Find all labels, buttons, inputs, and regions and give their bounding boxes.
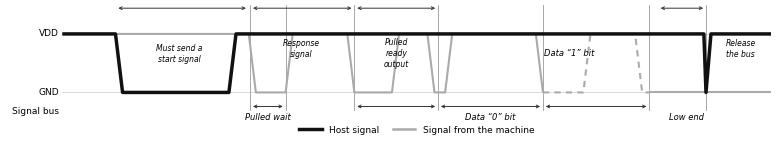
Text: Must send a
start signal: Must send a start signal [156,44,203,64]
Text: Low end: Low end [668,112,703,122]
Text: Pulled
ready
output: Pulled ready output [383,38,409,69]
Text: GND: GND [38,88,58,97]
Text: Data “0” bit: Data “0” bit [465,112,516,122]
Text: Pulled wait: Pulled wait [245,112,291,122]
Text: Signal bus: Signal bus [12,107,58,116]
Legend: Host signal, Signal from the machine: Host signal, Signal from the machine [296,122,538,138]
Text: Response
signal: Response signal [283,39,319,59]
Text: Release
the bus: Release the bus [725,39,756,59]
Text: Data “1” bit: Data “1” bit [544,49,594,58]
Text: VDD: VDD [39,29,58,38]
